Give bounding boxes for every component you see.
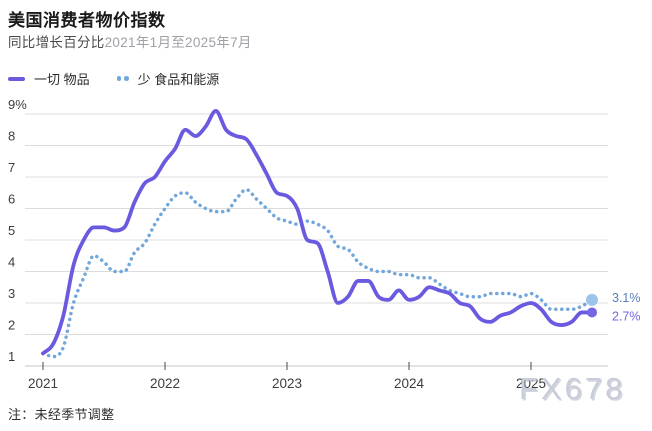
svg-text:2021: 2021 [28, 376, 58, 391]
svg-text:9%: 9% [8, 97, 27, 112]
svg-text:8: 8 [8, 129, 15, 144]
svg-text:1: 1 [8, 349, 15, 364]
svg-text:5: 5 [8, 223, 15, 238]
legend-label-all-items: 一切 物品 [34, 72, 90, 87]
svg-text:2.7%: 2.7% [612, 309, 641, 323]
svg-text:2025: 2025 [516, 376, 546, 391]
dotted-line-swatch-icon [116, 76, 129, 81]
footnote: 注：未经季节调整 [8, 407, 115, 422]
svg-text:3: 3 [8, 286, 15, 301]
svg-text:7: 7 [8, 160, 15, 175]
chart-legend: 一切 物品 少 食品和能源 [8, 69, 219, 88]
legend-item-core: 少 食品和能源 [116, 69, 220, 88]
legend-item-all-items: 一切 物品 [8, 69, 90, 88]
page-title: 美国消费者物价指数 [8, 11, 166, 30]
svg-text:4: 4 [8, 255, 15, 270]
watermark: FX678 [519, 371, 626, 406]
svg-text:2024: 2024 [394, 376, 425, 391]
subtitle-date-range: 2021年1月至2025年7月 [104, 35, 252, 50]
subtitle-label: 同比增长百分比 [8, 35, 105, 50]
svg-text:2: 2 [8, 318, 15, 333]
svg-text:2023: 2023 [272, 376, 302, 391]
svg-text:3.1%: 3.1% [612, 291, 641, 305]
solid-line-swatch-icon [8, 76, 25, 81]
svg-text:6: 6 [8, 192, 15, 207]
svg-text:2022: 2022 [150, 376, 180, 391]
legend-label-core: 少 食品和能源 [137, 72, 220, 87]
chart-subtitle: 同比增长百分比2021年1月至2025年7月 [8, 31, 252, 51]
